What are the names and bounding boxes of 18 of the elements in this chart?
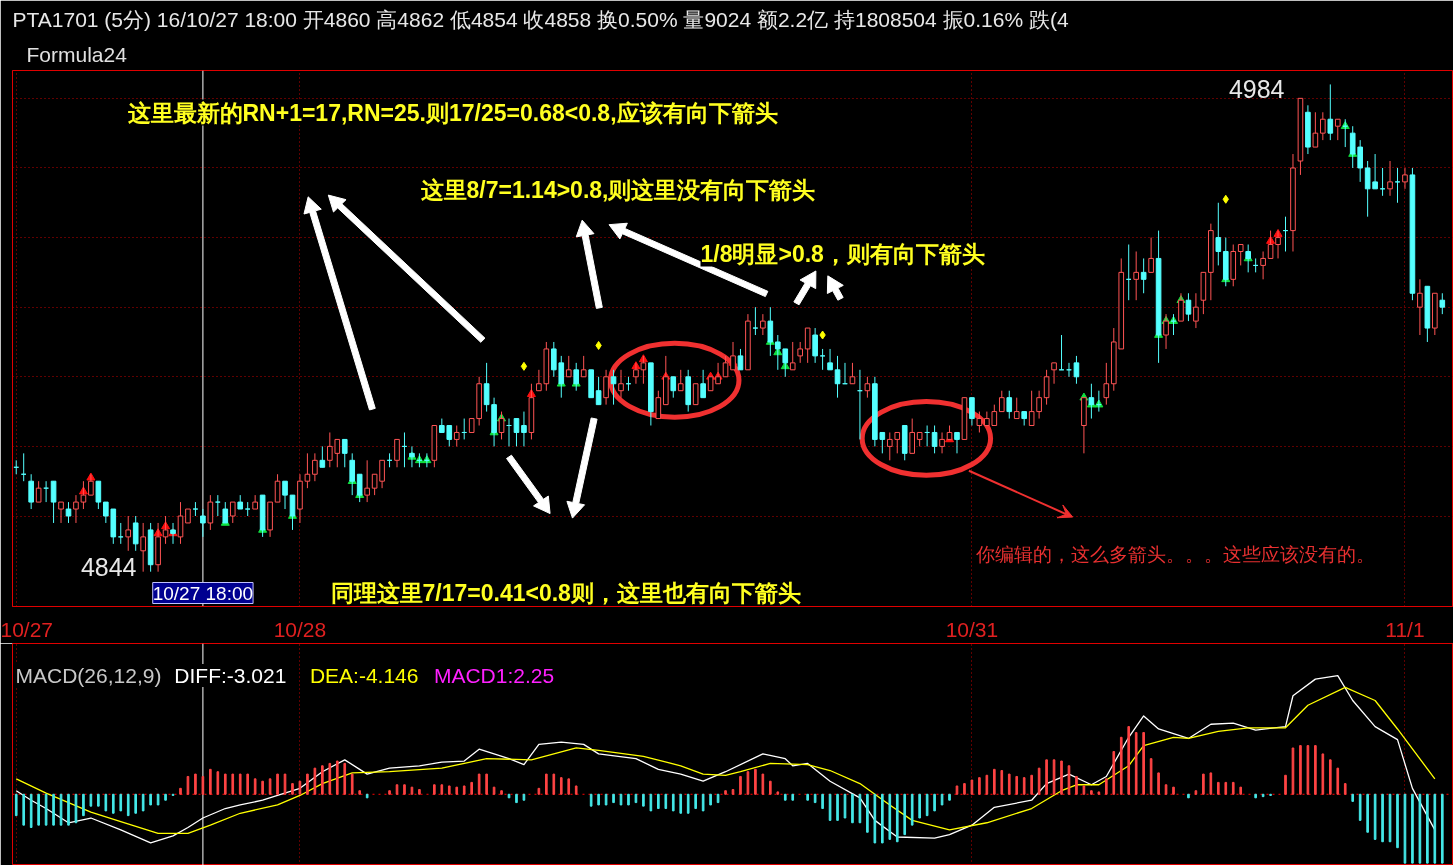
text: DEA:-4.146 (309, 664, 419, 687)
annotation: 同理这里7/17=0.41<0.8则，这里也有向下箭头 (330, 579, 801, 606)
text: DIFF:-3.021 (174, 664, 287, 687)
annotation: 你编辑的，这么多箭头。。。这些应该没有的。 (974, 544, 1375, 565)
x-tick-label: 10/27 (0, 617, 54, 641)
annotation: 4844 (80, 552, 137, 581)
chart-title: MACD(26,12,9) (15, 664, 162, 687)
x-tick-label: 10/27 18:00 (152, 582, 254, 604)
x-tick-label: 10/31 (945, 617, 999, 641)
annotation: 这里最新的RN+1=17,RN=25.则17/25=0.68<0.8,应该有向下箭头 (126, 99, 778, 126)
annotation: MACD1:2.25 (433, 664, 555, 687)
chart-title: PTA1701 (5分) 16/10/27 18:00 开4860 高4862 低4854 收4858 换0.50% 量9024 额2.2亿 持1808504 振0.16% 跌(4 (12, 7, 1069, 31)
x-tick-label: 11/1 (1385, 617, 1425, 641)
chart-subtitle: Formula24 (26, 42, 128, 66)
x-tick-label: 10/28 (273, 617, 327, 641)
annotation: 1/8明显>0.8，则有向下箭头 (700, 240, 985, 267)
annotation: 4984 (1228, 74, 1285, 103)
annotation: 这里8/7=1.14>0.8,则这里没有向下箭头 (419, 176, 816, 203)
